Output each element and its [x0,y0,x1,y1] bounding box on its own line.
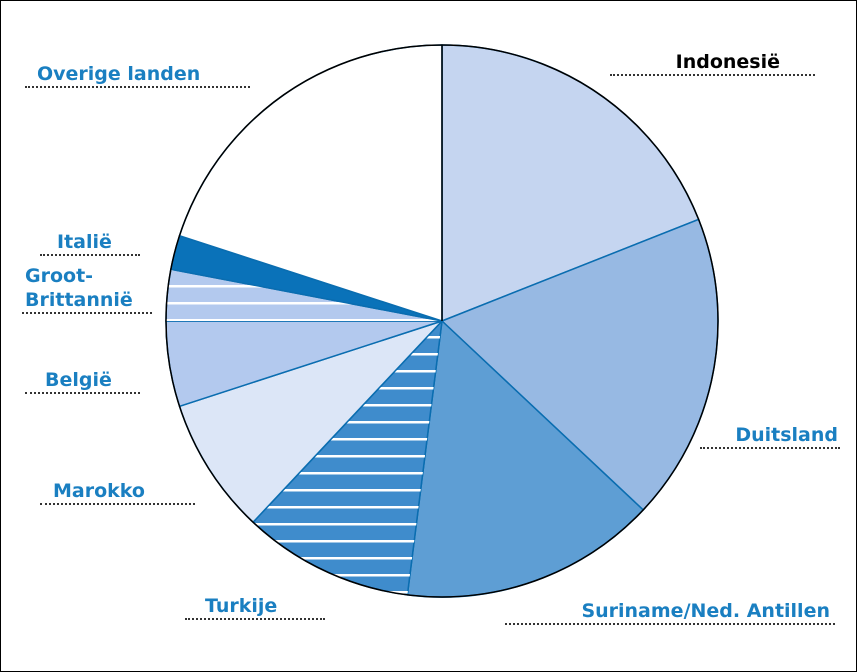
slice-label: België [25,368,140,394]
slice-label: Suriname/Ned. Antillen [505,599,835,625]
slice-label: Groot-Brittannië [22,264,152,314]
slice-hatch [253,321,442,595]
pie-outline [165,44,719,598]
slice-label: Italië [40,230,140,256]
slice-label: Marokko [40,479,195,505]
slice-label: Duitsland [700,423,840,449]
slice-label: Turkije [185,594,325,620]
slice-label: Indonesië [610,50,815,76]
slice-label: Overige landen [25,62,250,88]
